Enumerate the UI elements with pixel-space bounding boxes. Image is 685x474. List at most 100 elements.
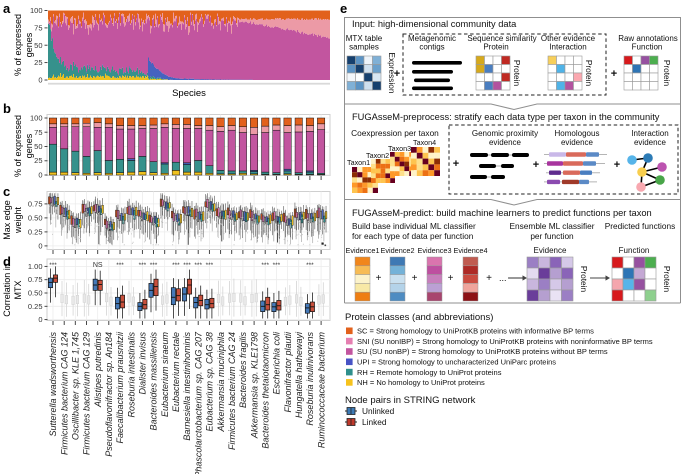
svg-text:100: 100 xyxy=(30,6,43,15)
svg-text:Metagenomic: Metagenomic xyxy=(408,34,456,43)
svg-text:Bacteroides massiliensis: Bacteroides massiliensis xyxy=(149,332,159,431)
svg-text:75: 75 xyxy=(34,23,42,32)
svg-text:Ruminococcaceae bacterium: Ruminococcaceae bacterium xyxy=(316,332,326,449)
svg-text:Roseburia inulinivorans: Roseburia inulinivorans xyxy=(305,332,315,426)
svg-text:MTX table: MTX table xyxy=(346,34,383,43)
svg-text:Hungatella hathewayi: Hungatella hathewayi xyxy=(294,331,304,418)
svg-text:+: + xyxy=(614,159,620,171)
svg-text:***: *** xyxy=(183,262,191,269)
svg-text:Evidence: Evidence xyxy=(534,246,567,255)
svg-text:SNI (SU nonIBP) = Strong homol: SNI (SU nonIBP) = Strong homology to Uni… xyxy=(357,337,653,346)
svg-text:Predicted functions: Predicted functions xyxy=(605,221,676,231)
svg-text:Bacteroides thetaiotaomicron: Bacteroides thetaiotaomicron xyxy=(260,332,270,449)
svg-text:Genomic proximity: Genomic proximity xyxy=(472,129,538,138)
svg-text:+: + xyxy=(376,273,382,284)
svg-text:50: 50 xyxy=(34,142,42,151)
svg-text:Oscillibacter sp. KLE 1,745: Oscillibacter sp. KLE 1,745 xyxy=(71,331,81,440)
svg-text:RH = Remote homology to UniPro: RH = Remote homology to UniProt proteins xyxy=(357,368,502,377)
svg-text:Max edge: Max edge xyxy=(2,200,12,240)
svg-text:Taxon3: Taxon3 xyxy=(388,144,411,153)
svg-text:0.75: 0.75 xyxy=(28,275,43,284)
svg-text:Protein: Protein xyxy=(512,60,522,87)
svg-text:Flavonifractor plautii: Flavonifractor plautii xyxy=(283,331,293,413)
svg-text:Akkermansia sp. KLE1798: Akkermansia sp. KLE1798 xyxy=(249,332,259,439)
svg-text:Interaction: Interaction xyxy=(631,129,668,138)
svg-text:evidence: evidence xyxy=(634,138,667,147)
svg-text:per function: per function xyxy=(530,231,574,241)
svg-text:Species: Species xyxy=(172,88,206,99)
svg-text:Taxon4: Taxon4 xyxy=(413,138,436,147)
svg-text:+: + xyxy=(394,68,400,80)
svg-text:Linked: Linked xyxy=(362,417,387,427)
svg-text:SC = Strong homology to UniPro: SC = Strong homology to UniProtKB protei… xyxy=(357,327,594,336)
svg-text:Firmicutes bacterium CAG 124: Firmicutes bacterium CAG 124 xyxy=(59,332,69,455)
svg-text:+: + xyxy=(453,158,459,170)
svg-text:a: a xyxy=(3,1,11,16)
svg-text:Protein: Protein xyxy=(662,60,672,87)
svg-text:Protein: Protein xyxy=(584,60,594,87)
svg-text:100: 100 xyxy=(30,114,43,123)
svg-text:samples: samples xyxy=(349,43,379,52)
svg-text:Protein: Protein xyxy=(662,266,672,293)
svg-text:+: + xyxy=(486,273,492,284)
svg-text:Coexpression per taxon: Coexpression per taxon xyxy=(351,128,439,138)
svg-text:Sutterella wadsworthensis: Sutterella wadsworthensis xyxy=(48,332,58,437)
svg-text:c: c xyxy=(3,184,10,199)
svg-text:evidence: evidence xyxy=(489,138,522,147)
svg-text:Ensemble ML classifier: Ensemble ML classifier xyxy=(510,221,595,231)
svg-text:Protein: Protein xyxy=(579,266,589,293)
svg-text:genes: genes xyxy=(24,32,34,57)
svg-text:***: *** xyxy=(49,262,57,269)
svg-text:***: *** xyxy=(172,262,180,269)
svg-text:b: b xyxy=(3,101,11,116)
svg-text:Eubacterium siraeum: Eubacterium siraeum xyxy=(160,332,170,418)
svg-text:***: *** xyxy=(150,262,158,269)
svg-text:***: *** xyxy=(139,262,147,269)
svg-text:for each type of data per func: for each type of data per function xyxy=(352,231,474,241)
svg-text:Firmicutes bacterium CAG 129: Firmicutes bacterium CAG 129 xyxy=(82,332,92,455)
svg-text:Alistipes putredinis: Alistipes putredinis xyxy=(93,332,103,409)
svg-text:Roseburia intestinalis: Roseburia intestinalis xyxy=(126,332,136,418)
svg-text:0.75: 0.75 xyxy=(28,199,43,208)
svg-text:Raw annotations: Raw annotations xyxy=(618,34,678,43)
svg-text:Input: high-dimensional commun: Input: high-dimensional community data xyxy=(352,19,517,29)
svg-text:Taxon2: Taxon2 xyxy=(366,151,389,160)
svg-text:Taxon1: Taxon1 xyxy=(347,158,370,167)
svg-text:0.25: 0.25 xyxy=(28,302,43,311)
svg-text:e: e xyxy=(340,1,347,16)
svg-text:0: 0 xyxy=(38,315,42,324)
svg-text:0.25: 0.25 xyxy=(28,227,43,236)
svg-text:+: + xyxy=(533,159,539,171)
svg-text:Faecalibacterium prausnitzii: Faecalibacterium prausnitzii xyxy=(115,331,125,444)
svg-text:Protein: Protein xyxy=(483,43,508,52)
svg-text:50: 50 xyxy=(34,41,42,50)
svg-text:SU (SU nonBP) = Strong homolog: SU (SU nonBP) = Strong homology to UniPr… xyxy=(357,347,608,356)
svg-text:Expression: Expression xyxy=(387,52,397,93)
svg-text:Firmicutes bacterium CAG 24: Firmicutes bacterium CAG 24 xyxy=(227,332,237,450)
svg-text:0: 0 xyxy=(38,241,42,250)
svg-text:% of expressed: % of expressed xyxy=(13,115,23,177)
svg-text:Unlinked: Unlinked xyxy=(362,406,395,416)
svg-text:75: 75 xyxy=(34,128,42,137)
svg-text:Eubacterium rectale: Eubacterium rectale xyxy=(171,332,181,412)
svg-text:+: + xyxy=(611,68,617,80)
svg-text:Homologous: Homologous xyxy=(555,129,600,138)
svg-text:UPI = Strong homology to uncha: UPI = Strong homology to uncharacterized… xyxy=(357,357,556,366)
svg-text:Barnesiella intestinihominis: Barnesiella intestinihominis xyxy=(182,332,192,441)
svg-text:0.50: 0.50 xyxy=(28,289,43,298)
svg-text:Pseudoflavonifractor sp. An184: Pseudoflavonifractor sp. An184 xyxy=(104,332,114,457)
svg-text:Dialister invisus: Dialister invisus xyxy=(138,332,148,395)
svg-text:Evidence1: Evidence1 xyxy=(345,246,379,255)
svg-text:FUGAsseM-preprocess: stratify: FUGAsseM-preprocess: stratify each data … xyxy=(352,112,660,122)
svg-text:Escherichia coli: Escherichia coli xyxy=(272,331,282,395)
svg-text:Phascolarctobacterium sp. CAG: Phascolarctobacterium sp. CAG 207 xyxy=(193,331,203,474)
svg-text:***: *** xyxy=(261,262,269,269)
svg-text:genes: genes xyxy=(24,133,34,158)
svg-text:evidence: evidence xyxy=(561,138,594,147)
svg-text:25: 25 xyxy=(34,156,42,165)
svg-text:0: 0 xyxy=(38,171,42,180)
svg-text:Protein classes (and abbreviat: Protein classes (and abbreviations) xyxy=(345,312,493,323)
svg-text:...: ... xyxy=(499,273,507,283)
svg-text:0: 0 xyxy=(38,76,42,85)
svg-text:1.00: 1.00 xyxy=(28,262,43,271)
